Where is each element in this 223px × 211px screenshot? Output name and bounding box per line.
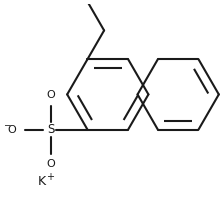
Text: −: −	[3, 120, 11, 130]
Text: K: K	[38, 175, 46, 188]
Text: O: O	[8, 125, 17, 135]
Text: O: O	[46, 159, 55, 169]
Text: O: O	[46, 90, 55, 100]
Text: S: S	[47, 123, 54, 136]
Text: +: +	[46, 172, 54, 182]
